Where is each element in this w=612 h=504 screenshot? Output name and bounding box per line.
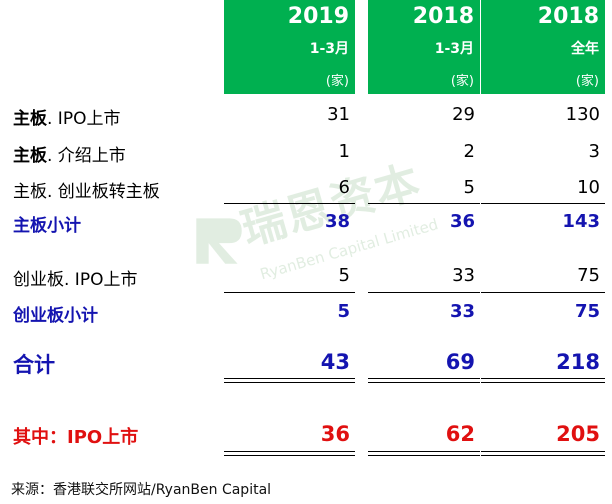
row-label-main-intro: 主板. 介绍上市 xyxy=(13,141,126,166)
cell-value: 5 xyxy=(463,177,475,198)
cell-value: 2 xyxy=(463,141,475,162)
cell-value: 10 xyxy=(577,177,600,198)
row-label-rest: . IPO上市 xyxy=(47,109,121,129)
header-period: 全年 xyxy=(571,41,599,57)
header-year: 2019 xyxy=(287,4,349,29)
double-divider xyxy=(224,378,355,383)
double-divider xyxy=(481,378,605,383)
cell-value: 3 xyxy=(588,141,600,162)
cell-value: 75 xyxy=(577,265,600,286)
cell-value: 5 xyxy=(338,265,350,286)
row-label-bold: 主板 xyxy=(13,109,47,129)
header-period: 1-3月 xyxy=(309,41,349,57)
cell-value: 38 xyxy=(324,211,350,232)
row-label-gem-ipo: 创业板. IPO上市 xyxy=(13,270,138,290)
cell-value: 143 xyxy=(562,211,600,232)
header-year: 2018 xyxy=(412,4,474,29)
cell-value: 36 xyxy=(449,211,475,232)
header-2018-q1: 2018 1-3月 (家) xyxy=(368,0,480,94)
double-divider xyxy=(368,451,480,456)
cell-value: 75 xyxy=(574,301,600,322)
header-unit: (家) xyxy=(325,74,349,89)
divider xyxy=(224,292,355,293)
row-label-bold: 主板 xyxy=(13,146,47,166)
cell-value: 33 xyxy=(449,301,475,322)
cell-value: 5 xyxy=(337,301,350,322)
divider xyxy=(481,292,605,293)
cell-value: 205 xyxy=(556,422,600,446)
header-year: 2018 xyxy=(537,4,599,29)
cell-value: 33 xyxy=(452,265,475,286)
cell-value: 29 xyxy=(452,104,475,125)
double-divider xyxy=(368,378,480,383)
divider xyxy=(224,203,355,204)
row-label-main-subtotal: 主板小计 xyxy=(13,216,81,236)
watermark: 瑞恩资本 RyanBen Capital Limited xyxy=(188,156,468,306)
cell-value: 1 xyxy=(338,141,350,162)
divider xyxy=(481,203,605,204)
cell-value: 218 xyxy=(556,350,600,374)
divider xyxy=(368,292,480,293)
row-label-rest: . 介绍上市 xyxy=(47,146,126,166)
source-note: 来源：香港联交所网站/RyanBen Capital xyxy=(11,482,272,498)
row-label-total: 合计 xyxy=(13,353,55,377)
cell-value: 130 xyxy=(565,104,600,125)
cell-value: 43 xyxy=(320,350,350,374)
header-period: 1-3月 xyxy=(434,41,474,57)
row-label-ipo-total: 其中：IPO上市 xyxy=(13,427,139,448)
divider xyxy=(368,203,480,204)
cell-value: 6 xyxy=(338,177,350,198)
double-divider xyxy=(224,451,355,456)
cell-value: 62 xyxy=(445,422,475,446)
header-2018-full-year: 2018 全年 (家) xyxy=(481,0,605,94)
double-divider xyxy=(481,451,605,456)
row-label-main-ipo: 主板. IPO上市 xyxy=(13,104,120,129)
header-unit: (家) xyxy=(450,74,474,89)
cell-value: 31 xyxy=(327,104,350,125)
cell-value: 69 xyxy=(445,350,475,374)
row-label-gem-subtotal: 创业板小计 xyxy=(13,306,98,326)
row-label-main-transfer: 主板. 创业板转主板 xyxy=(13,182,160,202)
header-2019-q1: 2019 1-3月 (家) xyxy=(224,0,355,94)
header-unit: (家) xyxy=(575,74,599,89)
cell-value: 36 xyxy=(320,422,350,446)
ryanben-logo-icon xyxy=(196,218,242,264)
